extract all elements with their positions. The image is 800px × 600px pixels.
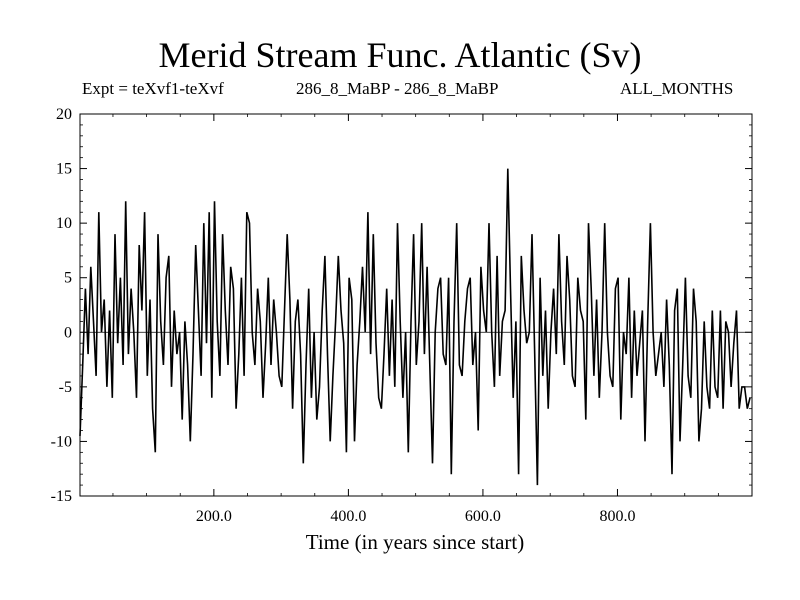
experiment-label: Expt = teXvf1-teXvf [82, 79, 224, 98]
y-tick-label: 15 [56, 161, 72, 178]
x-tick-label: 600.0 [465, 508, 501, 525]
x-tick-label: 200.0 [196, 508, 232, 525]
y-tick-label: -10 [51, 433, 72, 450]
y-tick-label: -5 [59, 379, 72, 396]
y-tick-label: 0 [64, 324, 72, 341]
series-line [79, 168, 751, 486]
plot-frame [79, 113, 753, 497]
y-tick-label: 10 [56, 215, 72, 232]
period-label: 286_8_MaBP - 286_8_MaBP [296, 79, 499, 98]
x-axis-label: Time (in years since start) [305, 530, 525, 554]
x-tick-label: 800.0 [599, 508, 635, 525]
y-tick-label: -15 [51, 488, 72, 505]
y-tick-label: 20 [56, 106, 72, 123]
chart-title: Merid Stream Func. Atlantic (Sv) [158, 35, 642, 75]
x-tick-label: 400.0 [330, 508, 366, 525]
y-tick-label: 5 [64, 270, 72, 287]
months-label: ALL_MONTHS [620, 79, 734, 98]
